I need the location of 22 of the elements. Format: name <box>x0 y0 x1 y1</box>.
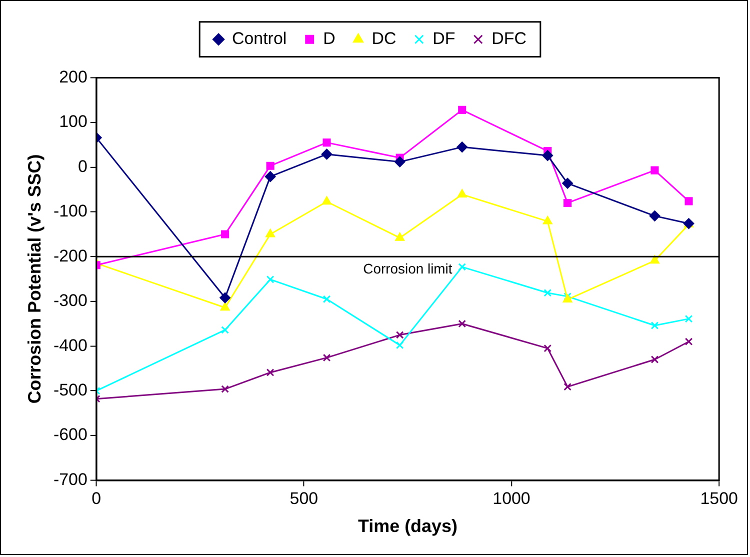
x-tick-label: 1000 <box>492 489 530 508</box>
y-tick-label: -200 <box>53 246 88 266</box>
legend-label: DC <box>372 29 396 48</box>
x-tick-label: 1500 <box>700 489 738 508</box>
x-tick-label: 0 <box>92 489 102 508</box>
y-tick-label: 200 <box>59 67 88 86</box>
ref-line-label: Corrosion limit <box>363 260 452 276</box>
legend-label: D <box>323 29 336 48</box>
legend-label: DFC <box>492 29 526 48</box>
y-tick-label: 100 <box>59 112 88 132</box>
y-tick-label: 0 <box>78 156 88 176</box>
x-tick-label: 500 <box>290 489 318 508</box>
x-axis-title: Time (days) <box>358 516 458 536</box>
y-tick-label: -600 <box>53 425 88 444</box>
legend-label: DF <box>432 29 456 48</box>
y-tick-label: -100 <box>53 202 88 221</box>
y-tick-label: -500 <box>53 380 88 400</box>
y-tick-label: -400 <box>53 336 88 355</box>
y-axis-title: Corrosion Potential (v's SSC) <box>24 154 45 404</box>
legend-label: Control <box>232 29 287 48</box>
y-tick-label: -700 <box>53 470 88 489</box>
y-tick-label: -300 <box>53 291 88 310</box>
